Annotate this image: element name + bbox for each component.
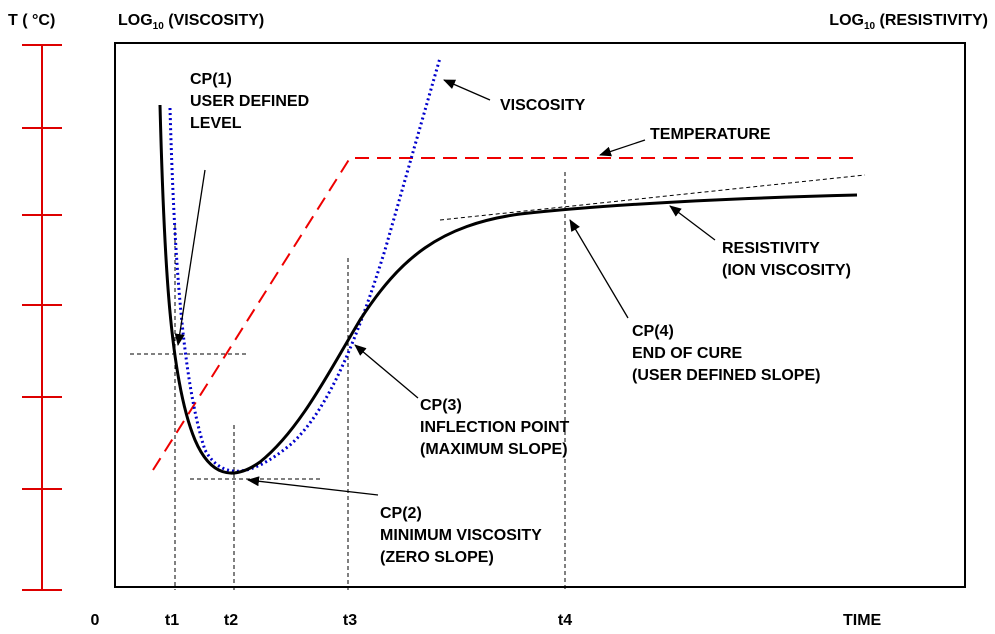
viscosity-curve — [168, 57, 442, 473]
labels: T ( °C) LOG10 (VISCOSITY) LOG10 (RESISTIVI… — [8, 12, 988, 629]
text-part: LOG — [118, 12, 153, 29]
text-part: 10 — [153, 21, 165, 32]
text-part: (VISCOSITY) — [164, 12, 264, 29]
annotation-line: (MAXIMUM SLOPE) — [420, 441, 568, 458]
arrows — [174, 79, 716, 496]
annotation-line: VISCOSITY — [500, 97, 586, 114]
x-label: t2 — [224, 612, 238, 629]
x-label: TIME — [843, 612, 882, 629]
annotation-line: RESISTIVITY — [722, 240, 820, 257]
annotation-line: INFLECTION POINT — [420, 419, 570, 436]
temperature-scale — [22, 44, 62, 591]
resistivity_axis-title: LOG10 (RESISTIVITY) — [829, 12, 988, 32]
frame — [114, 42, 966, 588]
annotation-line: LEVEL — [190, 115, 242, 132]
x-label: t3 — [343, 612, 357, 629]
annotation-line: CP(1) — [190, 71, 232, 88]
x-label: t4 — [558, 612, 572, 629]
temperature-axis-title: T ( °C) — [8, 12, 55, 29]
annotation-line: END OF CURE — [632, 345, 743, 362]
annotation-line: USER DEFINED — [190, 93, 309, 110]
annotation-line: CP(2) — [380, 505, 422, 522]
annotation-line: (ZERO SLOPE) — [380, 549, 494, 566]
temperature-curve — [152, 157, 855, 471]
resistivity-curve — [158, 104, 858, 475]
text-part: 10 — [864, 21, 876, 32]
x-label: t1 — [165, 612, 179, 629]
annotation-line: MINIMUM VISCOSITY — [380, 527, 542, 544]
text-part: (RESISTIVITY) — [875, 12, 988, 29]
viscosity_axis-title: LOG10 (VISCOSITY) — [118, 12, 264, 32]
text-part: LOG — [829, 12, 864, 29]
annotation-line: TEMPERATURE — [650, 126, 771, 143]
annotation-line: CP(3) — [420, 397, 462, 414]
annotation-line: CP(4) — [632, 323, 674, 340]
annotation-line: (ION VISCOSITY) — [722, 262, 851, 279]
annotation-line: (USER DEFINED SLOPE) — [632, 367, 820, 384]
x-label: 0 — [91, 612, 100, 629]
